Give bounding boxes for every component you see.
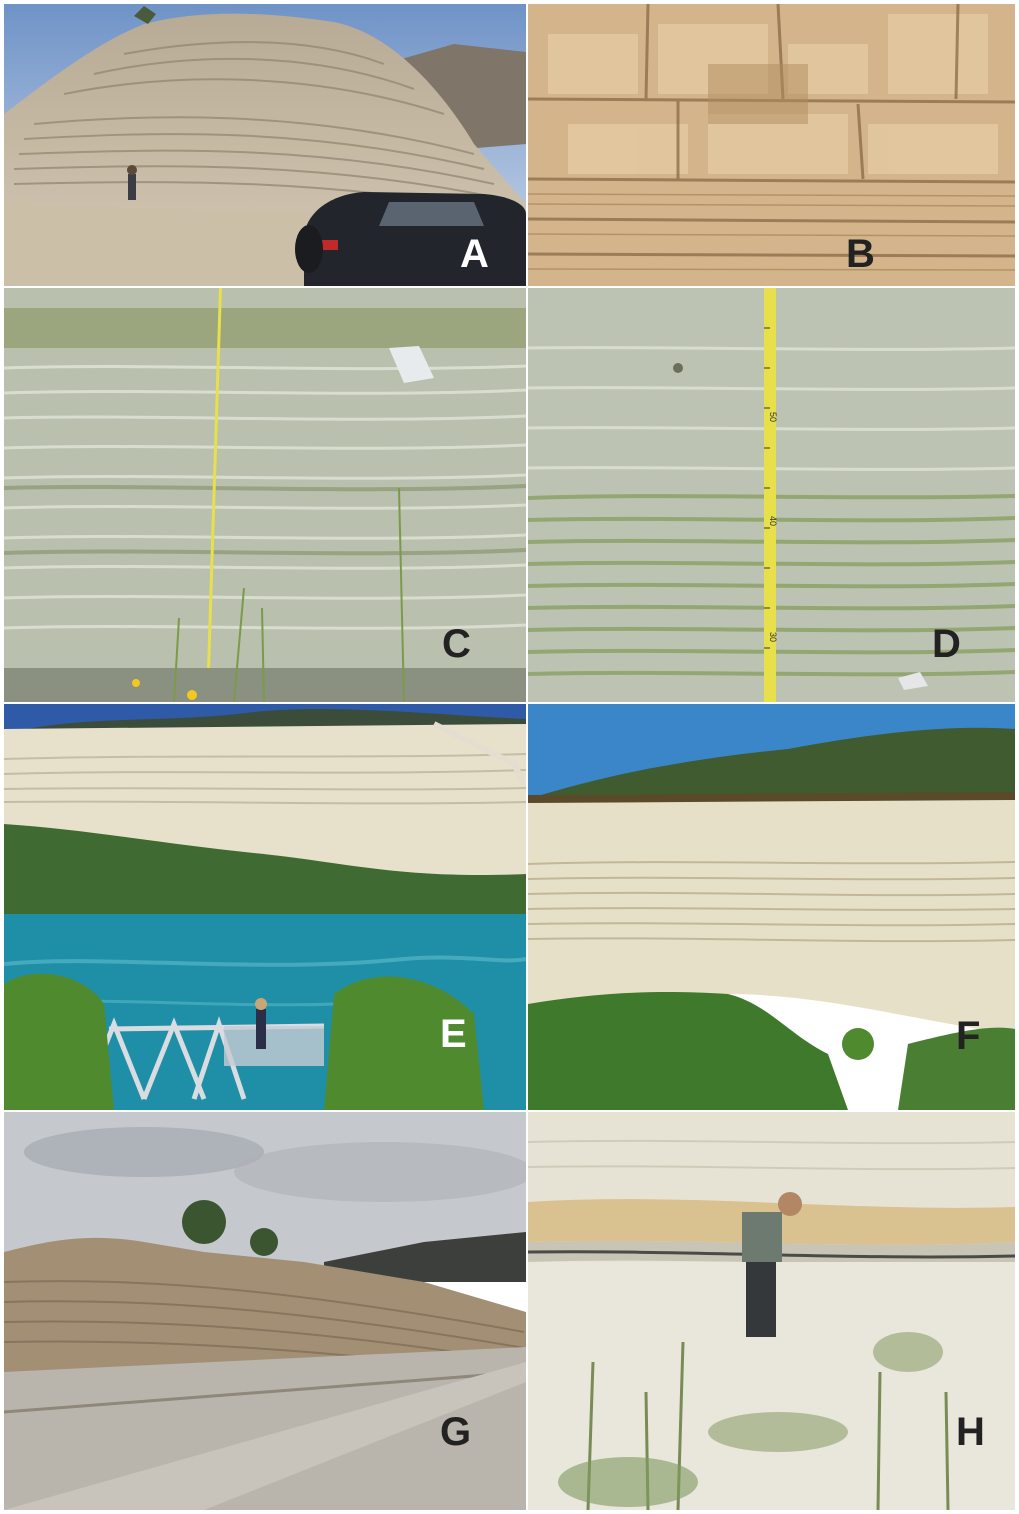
panel-a-photo <box>4 4 526 286</box>
panel-h-photo <box>528 1112 1015 1510</box>
panel-e: E <box>4 704 526 1110</box>
panel-label-c: C <box>442 622 471 666</box>
tape-mark-30: 30 <box>768 632 778 642</box>
panel-g: G <box>4 1112 526 1510</box>
panel-e-photo <box>4 704 526 1110</box>
panel-label-h: H <box>956 1410 985 1454</box>
panel-b: B <box>528 4 1015 286</box>
panel-d: 50 40 30 D <box>528 288 1015 702</box>
panel-label-g: G <box>440 1410 472 1454</box>
panel-label-a: A <box>460 232 489 276</box>
panel-c: C <box>4 288 526 702</box>
panel-label-d: D <box>932 622 961 666</box>
panel-g-photo <box>4 1112 526 1510</box>
panel-b-photo <box>528 4 1015 286</box>
panel-label-e: E <box>440 1012 467 1056</box>
tape-mark-40: 40 <box>768 516 778 526</box>
panel-label-b: B <box>846 232 875 276</box>
panel-f: F <box>528 704 1015 1110</box>
panel-label-f: F <box>956 1014 981 1058</box>
panel-f-photo <box>528 704 1015 1110</box>
panel-c-photo <box>4 288 526 702</box>
tape-mark-50: 50 <box>768 412 778 422</box>
panel-a: A <box>4 4 526 286</box>
measuring-tape <box>764 288 776 702</box>
panel-h: H <box>528 1112 1015 1510</box>
panel-d-photo: 50 40 30 <box>528 288 1015 702</box>
